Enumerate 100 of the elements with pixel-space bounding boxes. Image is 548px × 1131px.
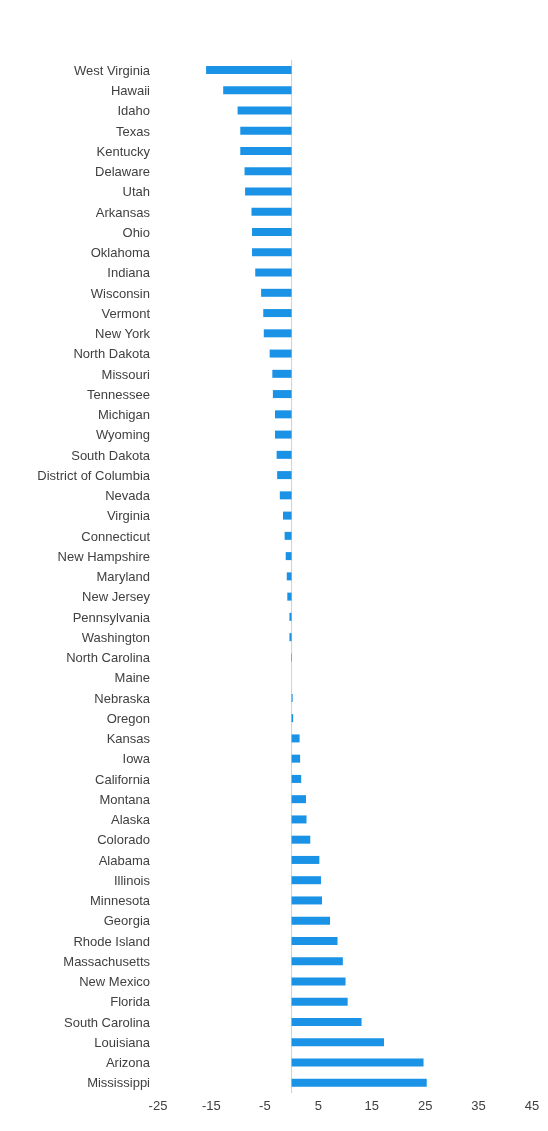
bar — [291, 835, 311, 844]
y-tick-label: New Jersey — [82, 589, 151, 605]
y-tick-label: Colorado — [97, 832, 150, 848]
y-tick-label: Rhode Island — [73, 933, 150, 949]
y-tick-label: Virginia — [106, 508, 151, 524]
bar — [251, 207, 292, 216]
bar — [240, 126, 292, 135]
y-tick-label: Tennessee — [87, 386, 150, 402]
y-tick-label: Missouri — [101, 366, 151, 382]
y-tick-label: Alaska — [110, 812, 151, 828]
bar — [291, 957, 343, 966]
y-tick-label: Nevada — [105, 488, 151, 504]
bar — [291, 916, 331, 925]
bar — [223, 86, 292, 95]
y-tick-label: Wyoming — [95, 427, 150, 443]
bar — [255, 268, 292, 277]
y-tick-label: Indiana — [107, 265, 151, 281]
bar — [291, 936, 338, 945]
bar — [291, 795, 306, 804]
y-tick-label: Hawaii — [110, 83, 151, 98]
y-tick-label: Arizona — [105, 1055, 151, 1071]
x-tick-label: 5 — [314, 1098, 322, 1114]
x-tick-label: 35 — [471, 1098, 486, 1114]
y-tick-label: District of Columbia — [37, 467, 151, 483]
x-tick-label: 15 — [364, 1098, 379, 1114]
bar — [291, 754, 301, 763]
x-tick-label: -15 — [202, 1098, 221, 1114]
y-tick-label: Idaho — [117, 103, 150, 119]
y-tick-label: South Dakota — [71, 447, 151, 463]
y-tick-label: Louisiana — [94, 1034, 151, 1050]
bar — [291, 1078, 427, 1087]
y-tick-label: New Mexico — [79, 974, 150, 990]
y-tick-label: Connecticut — [81, 528, 151, 544]
y-tick-label: Illinois — [113, 872, 151, 888]
bar — [283, 511, 292, 520]
y-tick-label: Delaware — [95, 164, 150, 180]
y-tick-label: Arkansas — [95, 204, 151, 220]
bar — [291, 876, 321, 885]
bar — [291, 774, 302, 783]
y-tick-label: North Carolina — [66, 650, 151, 666]
bar — [291, 1017, 362, 1026]
y-tick-label: North Dakota — [73, 346, 151, 362]
y-tick-label: Pennsylvania — [72, 609, 151, 625]
bar — [289, 633, 292, 642]
y-tick-label: Maryland — [96, 569, 150, 585]
y-tick-label: Ohio — [122, 224, 150, 240]
bar — [252, 228, 292, 237]
y-tick-label: West Virginia — [73, 62, 151, 78]
bar — [284, 531, 292, 540]
bar — [272, 369, 292, 378]
y-tick-label: Georgia — [103, 913, 151, 929]
y-tick-label: Vermont — [101, 305, 151, 321]
bar — [263, 309, 292, 318]
y-tick-label: Texas — [116, 123, 151, 139]
bar — [275, 430, 292, 439]
y-tick-label: Maine — [114, 670, 150, 686]
bar — [286, 572, 292, 581]
bar — [291, 734, 300, 743]
x-tick-label: 45 — [524, 1098, 540, 1114]
bar — [261, 288, 292, 297]
y-tick-label: Wisconsin — [90, 285, 150, 301]
y-tick-label: Kansas — [106, 731, 151, 747]
y-tick-label: Alabama — [98, 852, 151, 868]
bar — [291, 997, 348, 1006]
bar — [272, 390, 292, 399]
bar — [240, 147, 292, 156]
bar — [263, 329, 292, 338]
y-tick-label: Michigan — [97, 407, 150, 423]
bar — [244, 167, 292, 176]
x-tick-label: 25 — [417, 1098, 433, 1114]
y-tick-label: Mississippi — [87, 1075, 151, 1091]
bar — [289, 612, 292, 621]
y-tick-label: New York — [95, 326, 151, 342]
y-tick-label: Nebraska — [94, 690, 151, 706]
bar — [269, 349, 292, 358]
bar — [291, 977, 346, 986]
y-tick-label: Oregon — [106, 710, 150, 726]
bar — [245, 187, 292, 196]
y-tick-label: Utah — [122, 184, 150, 200]
bar — [276, 450, 292, 459]
bar — [277, 471, 292, 480]
bar — [285, 552, 292, 561]
y-tick-label: Oklahoma — [90, 245, 151, 261]
y-tick-label: Florida — [110, 994, 151, 1010]
bar — [291, 1058, 424, 1067]
y-tick-label: Kentucky — [96, 143, 151, 159]
bar — [291, 815, 307, 824]
y-tick-label: California — [95, 771, 151, 787]
bar — [237, 106, 292, 115]
bar — [275, 410, 292, 419]
x-tick-label: -25 — [148, 1098, 168, 1114]
y-tick-label: Massachusetts — [63, 953, 151, 969]
bar — [291, 855, 320, 864]
bar — [291, 1038, 384, 1047]
bar — [206, 66, 292, 74]
x-tick-label: -5 — [259, 1098, 271, 1114]
y-tick-label: Iowa — [122, 751, 151, 767]
y-tick-label: New Hampshire — [57, 548, 150, 564]
y-tick-label: Minnesota — [90, 893, 151, 909]
y-tick-label: Washington — [81, 629, 150, 645]
